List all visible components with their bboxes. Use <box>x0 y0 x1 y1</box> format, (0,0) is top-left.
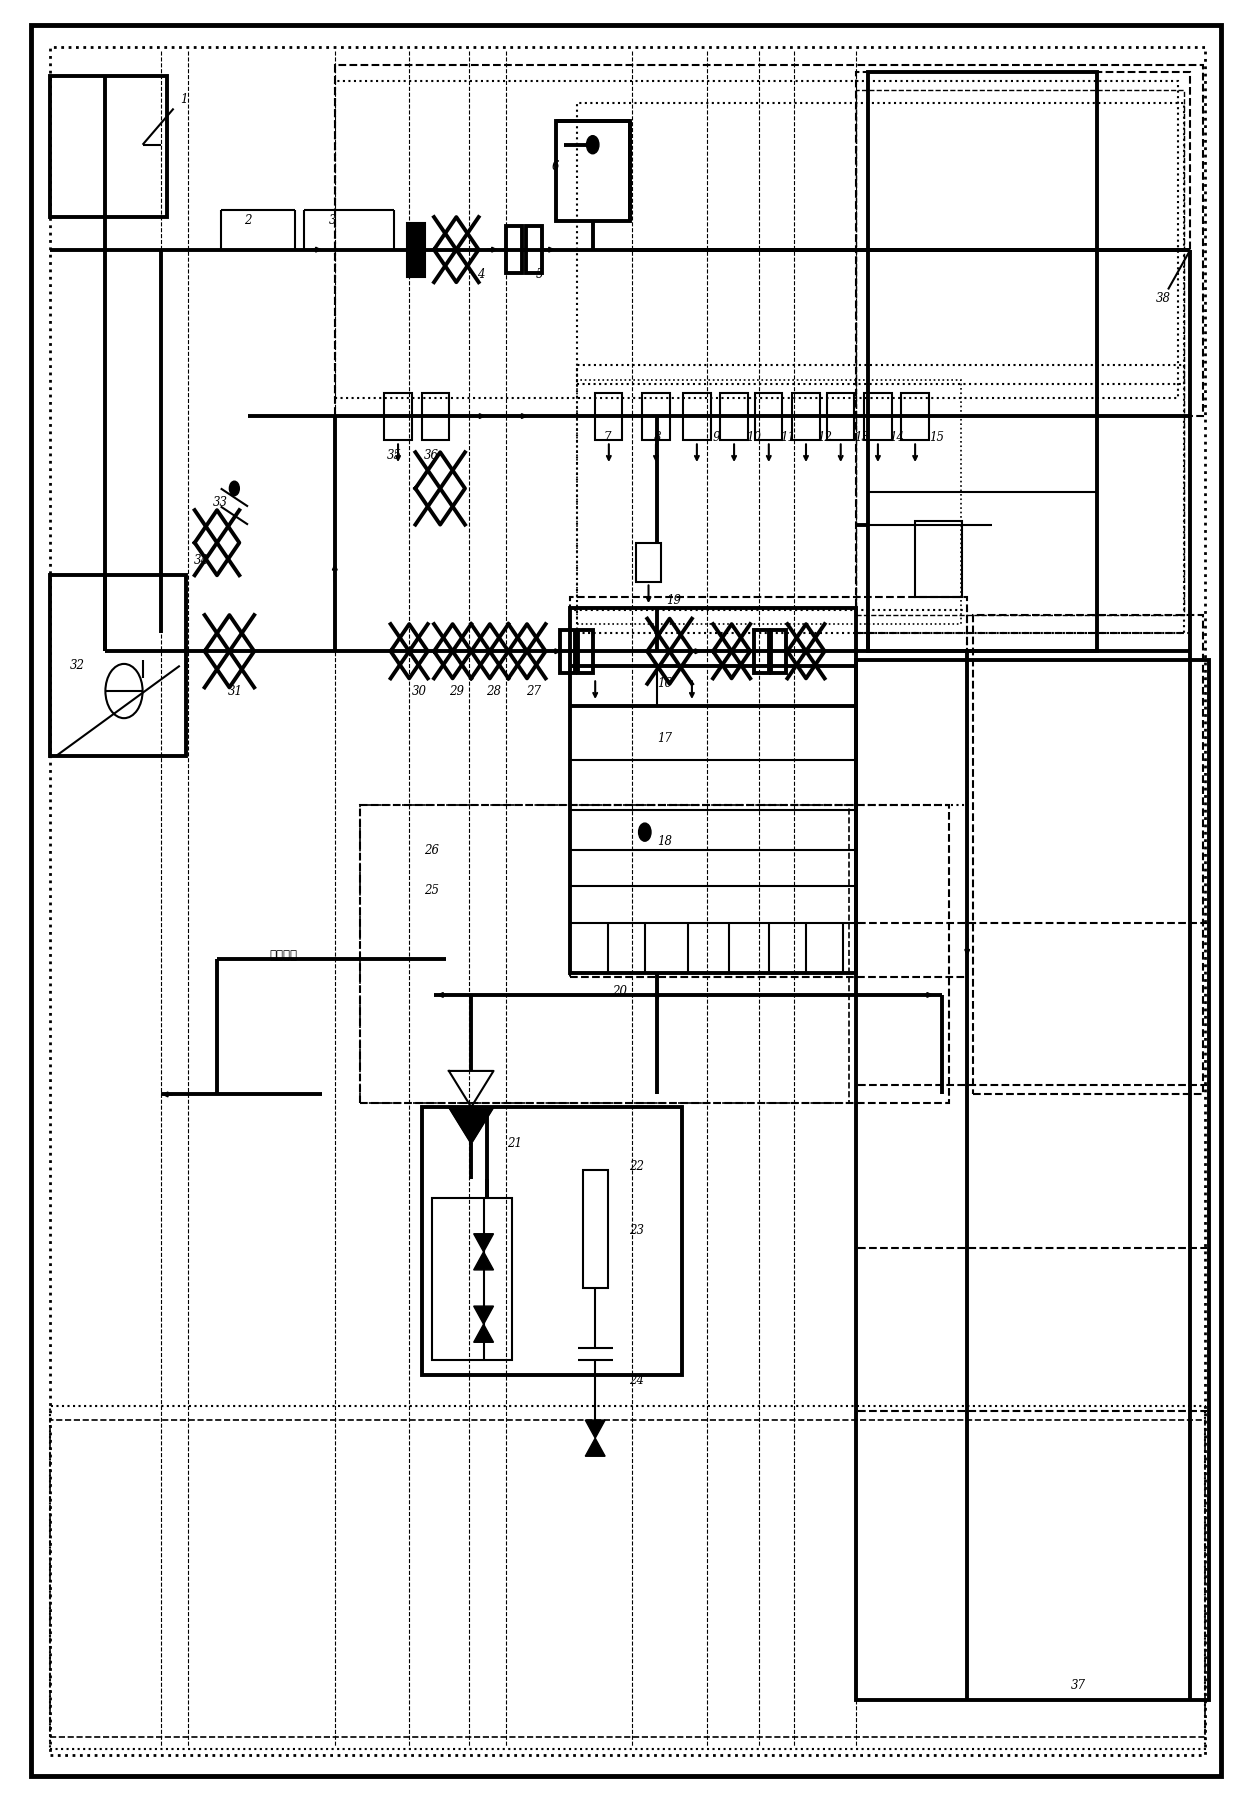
Text: 11: 11 <box>780 431 795 445</box>
Bar <box>50 1420 1205 1737</box>
Circle shape <box>639 823 651 841</box>
Bar <box>422 393 449 440</box>
Bar <box>856 660 1209 1700</box>
Bar <box>570 608 856 973</box>
Text: 9: 9 <box>713 431 720 445</box>
Text: 13: 13 <box>854 431 869 445</box>
Bar <box>560 630 575 673</box>
Text: 38: 38 <box>1156 291 1171 306</box>
Text: 34: 34 <box>193 554 208 568</box>
Bar <box>720 393 748 440</box>
Bar <box>868 72 1097 651</box>
Bar <box>556 121 630 221</box>
Bar <box>595 393 622 440</box>
Bar <box>50 575 186 756</box>
Polygon shape <box>474 1252 494 1270</box>
Text: 糟液处理: 糟液处理 <box>269 948 298 962</box>
Bar <box>407 223 425 277</box>
Bar <box>506 226 522 273</box>
Text: 2: 2 <box>244 213 252 228</box>
Bar <box>771 630 786 673</box>
Text: 25: 25 <box>424 883 439 897</box>
Text: 5: 5 <box>536 268 543 282</box>
Bar <box>360 805 849 1103</box>
Circle shape <box>229 481 239 496</box>
Text: 22: 22 <box>629 1160 644 1174</box>
Bar <box>864 393 892 440</box>
Bar <box>50 1406 1205 1749</box>
Bar <box>856 90 1184 615</box>
Bar <box>792 393 820 440</box>
Bar <box>636 543 661 582</box>
Text: 1: 1 <box>180 92 187 107</box>
Text: 26: 26 <box>424 843 439 857</box>
Bar <box>50 76 167 217</box>
Text: 10: 10 <box>746 431 761 445</box>
Circle shape <box>587 136 599 154</box>
Text: 17: 17 <box>657 731 672 745</box>
Bar <box>754 630 769 673</box>
Bar <box>577 103 1184 384</box>
Text: 23: 23 <box>629 1223 644 1237</box>
Polygon shape <box>474 1234 494 1252</box>
Text: 8: 8 <box>653 431 661 445</box>
Text: 7: 7 <box>604 431 611 445</box>
Text: 12: 12 <box>817 431 832 445</box>
Text: 16: 16 <box>657 677 672 691</box>
Text: 30: 30 <box>412 684 427 698</box>
Text: 33: 33 <box>213 496 228 510</box>
Bar <box>335 81 1178 398</box>
Bar <box>422 1107 682 1375</box>
Bar <box>683 393 711 440</box>
Text: 27: 27 <box>526 684 541 698</box>
Bar <box>578 630 593 673</box>
Polygon shape <box>474 1324 494 1342</box>
Text: 35: 35 <box>387 449 402 463</box>
Bar <box>915 521 962 597</box>
Bar <box>526 226 542 273</box>
Text: 4: 4 <box>477 268 485 282</box>
Bar <box>901 393 929 440</box>
Text: 24: 24 <box>629 1373 644 1388</box>
Bar <box>577 380 961 624</box>
Text: 3: 3 <box>329 213 336 228</box>
Text: 19: 19 <box>666 593 681 608</box>
Text: 32: 32 <box>69 658 84 673</box>
Polygon shape <box>449 1107 494 1143</box>
Bar <box>856 72 1190 633</box>
Polygon shape <box>474 1306 494 1324</box>
Text: 36: 36 <box>424 449 439 463</box>
Bar <box>360 805 949 1103</box>
Polygon shape <box>585 1420 605 1438</box>
Bar <box>973 615 1203 1094</box>
Bar <box>335 65 1203 416</box>
Bar <box>755 393 782 440</box>
Text: 21: 21 <box>507 1136 522 1151</box>
Text: 6: 6 <box>552 159 559 174</box>
Text: 20: 20 <box>613 984 627 999</box>
Bar <box>583 1170 608 1288</box>
Text: 18: 18 <box>657 834 672 848</box>
Polygon shape <box>585 1438 605 1456</box>
Text: 28: 28 <box>486 684 501 698</box>
Bar <box>432 1198 512 1360</box>
Bar <box>577 365 1184 633</box>
Bar <box>570 597 967 977</box>
Text: 31: 31 <box>228 684 243 698</box>
Bar <box>570 610 967 805</box>
Text: 14: 14 <box>889 431 904 445</box>
Bar <box>827 393 854 440</box>
Text: 37: 37 <box>1071 1679 1086 1693</box>
Bar <box>384 393 412 440</box>
Text: 29: 29 <box>449 684 464 698</box>
Bar <box>642 393 670 440</box>
Text: 15: 15 <box>929 431 944 445</box>
